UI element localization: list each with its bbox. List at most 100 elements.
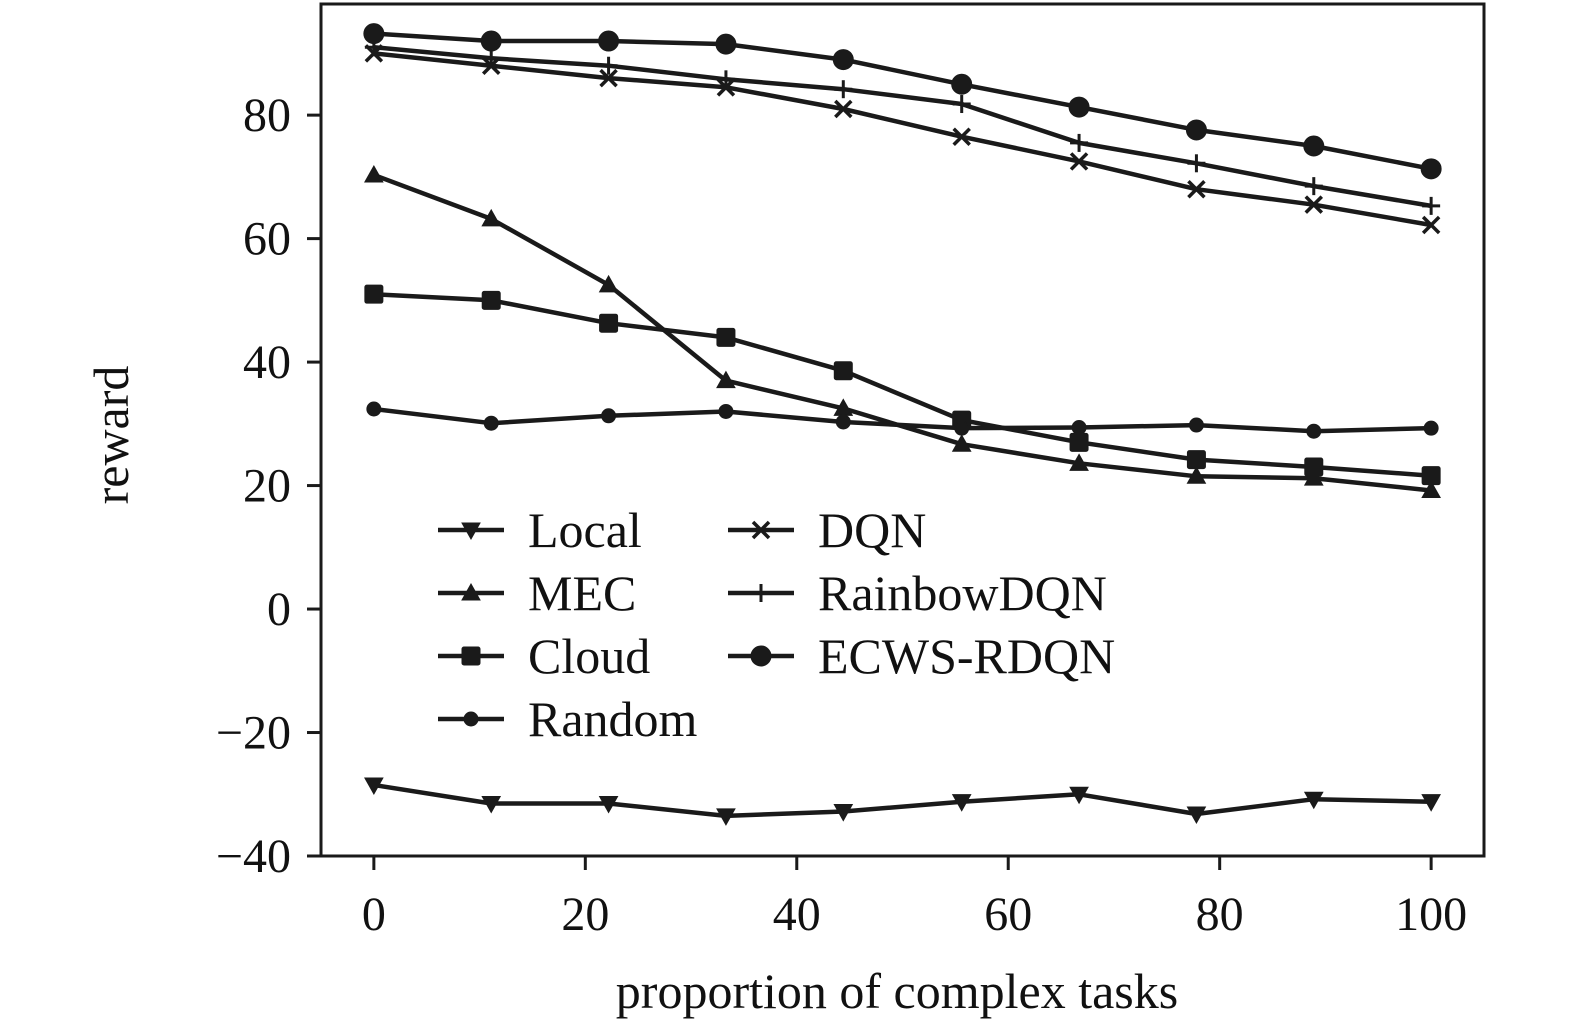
legend-swatch-marker [461, 646, 481, 666]
data-point-random [835, 414, 851, 430]
legend-swatch-marker [463, 711, 479, 727]
legend-item-cloud: Cloud [438, 628, 650, 684]
series-line-dqn [373, 51, 1432, 228]
data-point-local [364, 777, 384, 796]
data-point-random [366, 401, 382, 417]
plot-frame [319, 2, 1486, 858]
data-point-ecws-rdqn [1303, 135, 1325, 157]
series-cloud [364, 284, 1441, 486]
legend-label: DQN [818, 502, 926, 558]
data-point-local [1069, 786, 1089, 805]
legend-item-dqn: DQN [728, 502, 926, 558]
data-point-mec [716, 370, 736, 389]
legend-swatch-marker [750, 645, 772, 667]
data-point-cloud [1421, 466, 1441, 486]
data-point-dqn [834, 99, 853, 119]
data-point-dqn [1304, 195, 1324, 214]
data-point-ecws-rdqn [1068, 96, 1090, 118]
data-point-ecws-rdqn [1185, 119, 1207, 141]
data-point-rainbowdqn [716, 70, 735, 89]
series-ecws-rdqn [363, 23, 1442, 180]
data-point-rainbowdqn [952, 95, 971, 114]
series-local [364, 777, 1441, 826]
x-axis-label: proportion of complex tasks [616, 963, 1178, 1019]
data-point-local [951, 794, 972, 812]
legend-label: MEC [528, 565, 636, 621]
data-point-ecws-rdqn [480, 30, 502, 52]
data-point-cloud [833, 361, 853, 381]
legend-label: RainbowDQN [818, 565, 1107, 621]
data-point-local [716, 808, 736, 826]
series-group [363, 23, 1442, 826]
series-dqn [364, 44, 1441, 235]
series-line-local [373, 782, 1432, 819]
y-tick-label: 80 [243, 89, 291, 142]
data-point-cloud [599, 313, 619, 333]
y-tick-label: −40 [216, 830, 291, 883]
legend-swatch-marker [461, 582, 481, 601]
data-point-local [1186, 806, 1207, 825]
series-line-mec [373, 172, 1432, 493]
series-line-ecws-rdqn [373, 31, 1432, 172]
series-line-random [373, 406, 1432, 434]
data-point-random [601, 408, 617, 424]
legend-item-local: Local [438, 502, 642, 558]
data-point-ecws-rdqn [363, 23, 385, 45]
data-point-mec [598, 274, 619, 293]
legend-item-rainbowdqn: RainbowDQN [728, 565, 1107, 621]
data-point-random [718, 403, 734, 419]
series-line-rainbowdqn [373, 44, 1432, 209]
y-tick-label: −20 [216, 707, 291, 760]
data-point-rainbowdqn [1070, 133, 1089, 152]
data-point-ecws-rdqn [598, 30, 620, 52]
x-tick-label: 40 [773, 888, 821, 941]
legend-swatch-marker [751, 520, 771, 540]
data-point-local [1421, 794, 1441, 812]
y-tick-label: 20 [243, 460, 291, 513]
x-tick-label: 100 [1395, 888, 1467, 941]
data-point-random [1071, 420, 1087, 436]
data-point-cloud [364, 284, 384, 304]
data-point-local [1303, 791, 1324, 810]
data-point-mec [1421, 480, 1441, 499]
data-point-ecws-rdqn [1420, 158, 1442, 180]
data-point-mec [951, 434, 972, 452]
data-point-cloud [716, 327, 736, 347]
data-point-dqn [952, 127, 971, 146]
data-point-rainbowdqn [834, 80, 853, 99]
series-random [366, 401, 1439, 439]
data-point-ecws-rdqn [951, 73, 973, 95]
legend-swatch-marker [752, 584, 770, 602]
data-point-cloud [1186, 450, 1206, 470]
legend-item-mec: MEC [438, 565, 636, 621]
data-point-cloud [481, 290, 501, 310]
x-tick-label: 60 [984, 888, 1032, 941]
legend-item-random: Random [438, 691, 698, 747]
x-tick-label: 20 [561, 888, 609, 941]
legend: Local MEC Cloud Random DQN RainbowDQN ECWS-RDQ… [438, 502, 1115, 747]
data-point-cloud [1304, 457, 1324, 477]
data-point-cloud [1069, 432, 1089, 452]
data-point-random [483, 415, 499, 431]
y-tick-label: 60 [243, 213, 291, 266]
y-tick-label: 40 [243, 336, 291, 389]
x-tick-label: 0 [362, 888, 386, 941]
data-point-rainbowdqn [1422, 196, 1441, 215]
data-point-ecws-rdqn [715, 33, 737, 55]
data-point-random [954, 420, 970, 436]
data-point-local [833, 804, 854, 822]
series-line-cloud [373, 291, 1432, 478]
y-tick-label: 0 [267, 583, 291, 636]
data-point-dqn [1421, 215, 1441, 235]
data-point-random [1188, 417, 1204, 433]
legend-label: Cloud [528, 628, 650, 684]
data-point-rainbowdqn [1304, 177, 1323, 196]
legend-label: ECWS-RDQN [818, 628, 1115, 684]
legend-label: Random [528, 691, 698, 747]
legend-label: Local [528, 502, 642, 558]
legend-item-ecws-rdqn: ECWS-RDQN [728, 628, 1115, 684]
data-point-local [481, 796, 502, 814]
y-axis-label: reward [83, 366, 139, 505]
data-point-mec [481, 208, 502, 227]
